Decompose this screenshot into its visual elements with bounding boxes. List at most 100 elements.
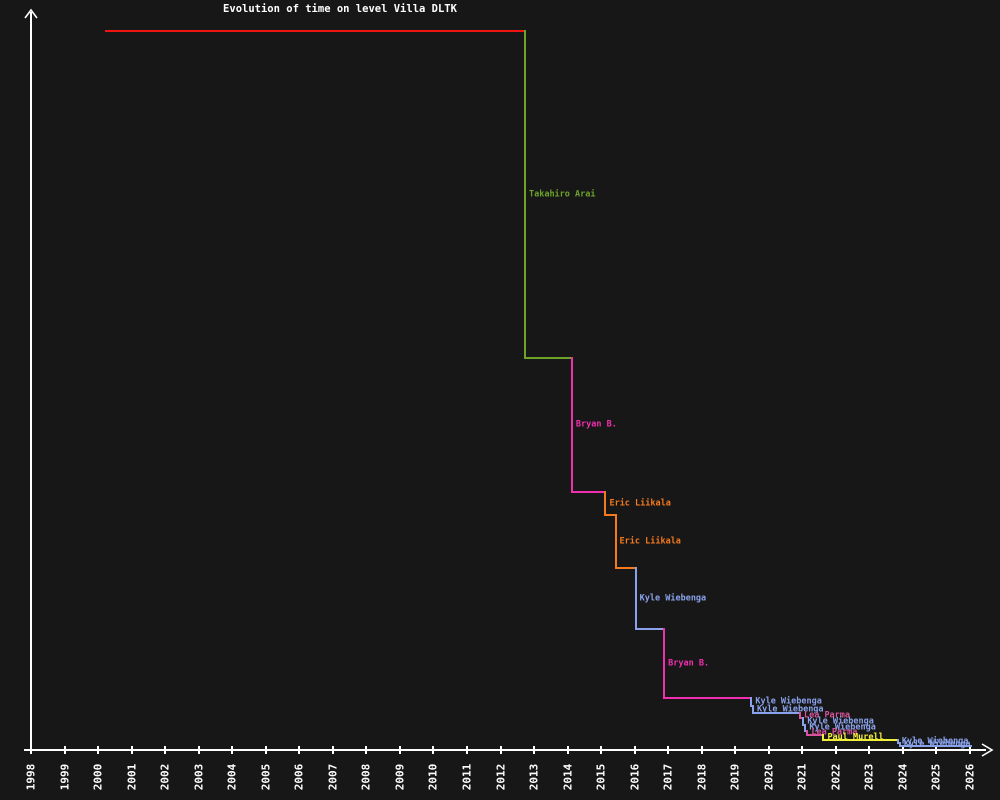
x-axis-year-label: 2021 xyxy=(795,763,809,791)
record-holder-label: Kyle Wiebenga xyxy=(807,716,874,726)
x-axis-tick xyxy=(667,746,670,754)
record-drop xyxy=(804,724,807,732)
record-segment xyxy=(822,739,899,741)
x-axis-year-label: 1998 xyxy=(24,763,38,791)
x-axis-tick xyxy=(63,746,66,754)
x-axis-tick xyxy=(398,746,401,754)
x-axis-year-label: 2026 xyxy=(963,763,977,791)
record-drop xyxy=(898,742,901,747)
x-axis-year-label: 2020 xyxy=(762,763,776,791)
x-axis-tick xyxy=(600,746,603,754)
x-axis-year-label: 2007 xyxy=(326,763,340,791)
record-drop xyxy=(663,628,666,699)
x-axis-tick xyxy=(969,746,971,754)
x-axis-year-label: 2008 xyxy=(359,763,373,791)
record-holder-label: Kyle Wiebenga xyxy=(755,696,822,707)
y-axis-arrow-icon xyxy=(24,8,38,19)
x-axis-tick xyxy=(264,746,267,754)
x-axis-tick xyxy=(30,746,32,754)
x-axis-year-label: 2000 xyxy=(91,763,105,791)
x-axis-year-label: 2024 xyxy=(896,763,910,791)
x-axis-year-label: 2017 xyxy=(661,763,675,791)
record-drop xyxy=(570,357,573,493)
record-segment xyxy=(896,742,901,744)
record-drop xyxy=(604,491,607,516)
x-axis-arrow-icon xyxy=(981,743,994,757)
record-segment xyxy=(806,734,825,736)
x-axis-tick xyxy=(465,746,468,754)
x-axis-year-label: 2001 xyxy=(125,763,139,791)
x-axis-tick xyxy=(801,746,804,754)
record-segment xyxy=(604,514,617,516)
x-axis-year-label: 2025 xyxy=(929,763,943,791)
x-axis-year-label: 2004 xyxy=(225,763,239,791)
x-axis-year-label: 2019 xyxy=(728,763,742,791)
record-drop xyxy=(634,567,637,630)
record-segment xyxy=(798,717,805,719)
record-holder-label: Kyle Wiebenga xyxy=(809,722,876,733)
record-segment xyxy=(804,730,809,732)
record-holder-label: Takahiro Arai xyxy=(528,189,596,199)
x-axis-tick xyxy=(834,746,837,754)
x-axis-year-label: 2005 xyxy=(259,763,273,791)
x-axis-year-label: 2023 xyxy=(862,763,876,791)
x-axis-year-label: 2015 xyxy=(594,763,608,791)
x-axis-year-label: 2013 xyxy=(527,763,541,791)
record-holder-label: Kyle Wiebenga xyxy=(639,593,707,603)
record-holder-label: Lea Parma xyxy=(811,727,858,738)
x-axis-tick xyxy=(868,746,871,754)
x-axis-year-label: 2003 xyxy=(192,763,206,791)
x-axis-year-label: 2018 xyxy=(695,763,709,791)
x-axis-tick xyxy=(566,746,569,754)
record-drop xyxy=(750,697,753,707)
record-segment xyxy=(898,745,972,747)
record-drop xyxy=(523,30,526,359)
record-drop xyxy=(752,705,755,714)
x-axis-tick xyxy=(700,746,703,754)
x-axis-year-label: 2014 xyxy=(561,763,575,791)
chart-title: Evolution of time on level Villa DLTK xyxy=(223,3,457,15)
x-axis-year-label: 2010 xyxy=(426,763,440,791)
record-drop xyxy=(896,739,899,744)
record-segment xyxy=(663,697,753,699)
x-axis-tick xyxy=(331,746,334,754)
x-axis-tick xyxy=(365,746,368,754)
y-axis xyxy=(30,12,32,752)
record-drop xyxy=(802,717,805,726)
record-drop xyxy=(822,734,825,741)
record-holder-label: Kyle Wiebenga xyxy=(903,739,971,749)
record-segment xyxy=(104,30,526,32)
record-segment xyxy=(634,628,666,630)
x-axis-year-label: 2006 xyxy=(292,763,306,791)
x-axis-tick xyxy=(499,746,502,754)
record-holder-label: Kyle Wiebenga xyxy=(901,736,969,746)
record-segment xyxy=(752,712,801,714)
x-axis-tick xyxy=(533,746,536,754)
record-holder-label: Kyle Wiebenga xyxy=(757,704,824,714)
record-segment xyxy=(523,357,573,359)
record-segment xyxy=(570,491,607,493)
x-axis-year-label: 2016 xyxy=(628,763,642,791)
x-axis-year-label: 2009 xyxy=(393,763,407,791)
x-axis-year-label: 2002 xyxy=(158,763,172,791)
x-axis-year-label: 2012 xyxy=(494,763,507,791)
record-holder-label: Bryan B. xyxy=(575,419,617,430)
record-holder-label: Lea Parma xyxy=(803,710,851,720)
record-drop xyxy=(806,730,809,736)
record-segment xyxy=(802,724,807,726)
x-axis-year-label: 1999 xyxy=(58,763,72,791)
x-axis-tick xyxy=(734,746,737,754)
record-drop xyxy=(614,514,617,569)
record-holder-label: Eric Liikala xyxy=(609,498,671,508)
x-axis-tick xyxy=(197,746,200,754)
x-axis-tick xyxy=(298,746,301,754)
x-axis-tick xyxy=(633,746,636,754)
x-axis-tick xyxy=(164,746,167,754)
x-axis-tick xyxy=(130,746,133,754)
record-holder-label: Bryan B. xyxy=(668,658,710,668)
x-axis xyxy=(24,749,986,751)
record-holder-label: Eric Liikala xyxy=(619,536,681,546)
record-segment xyxy=(614,567,637,569)
x-axis-year-label: 2011 xyxy=(460,763,474,791)
